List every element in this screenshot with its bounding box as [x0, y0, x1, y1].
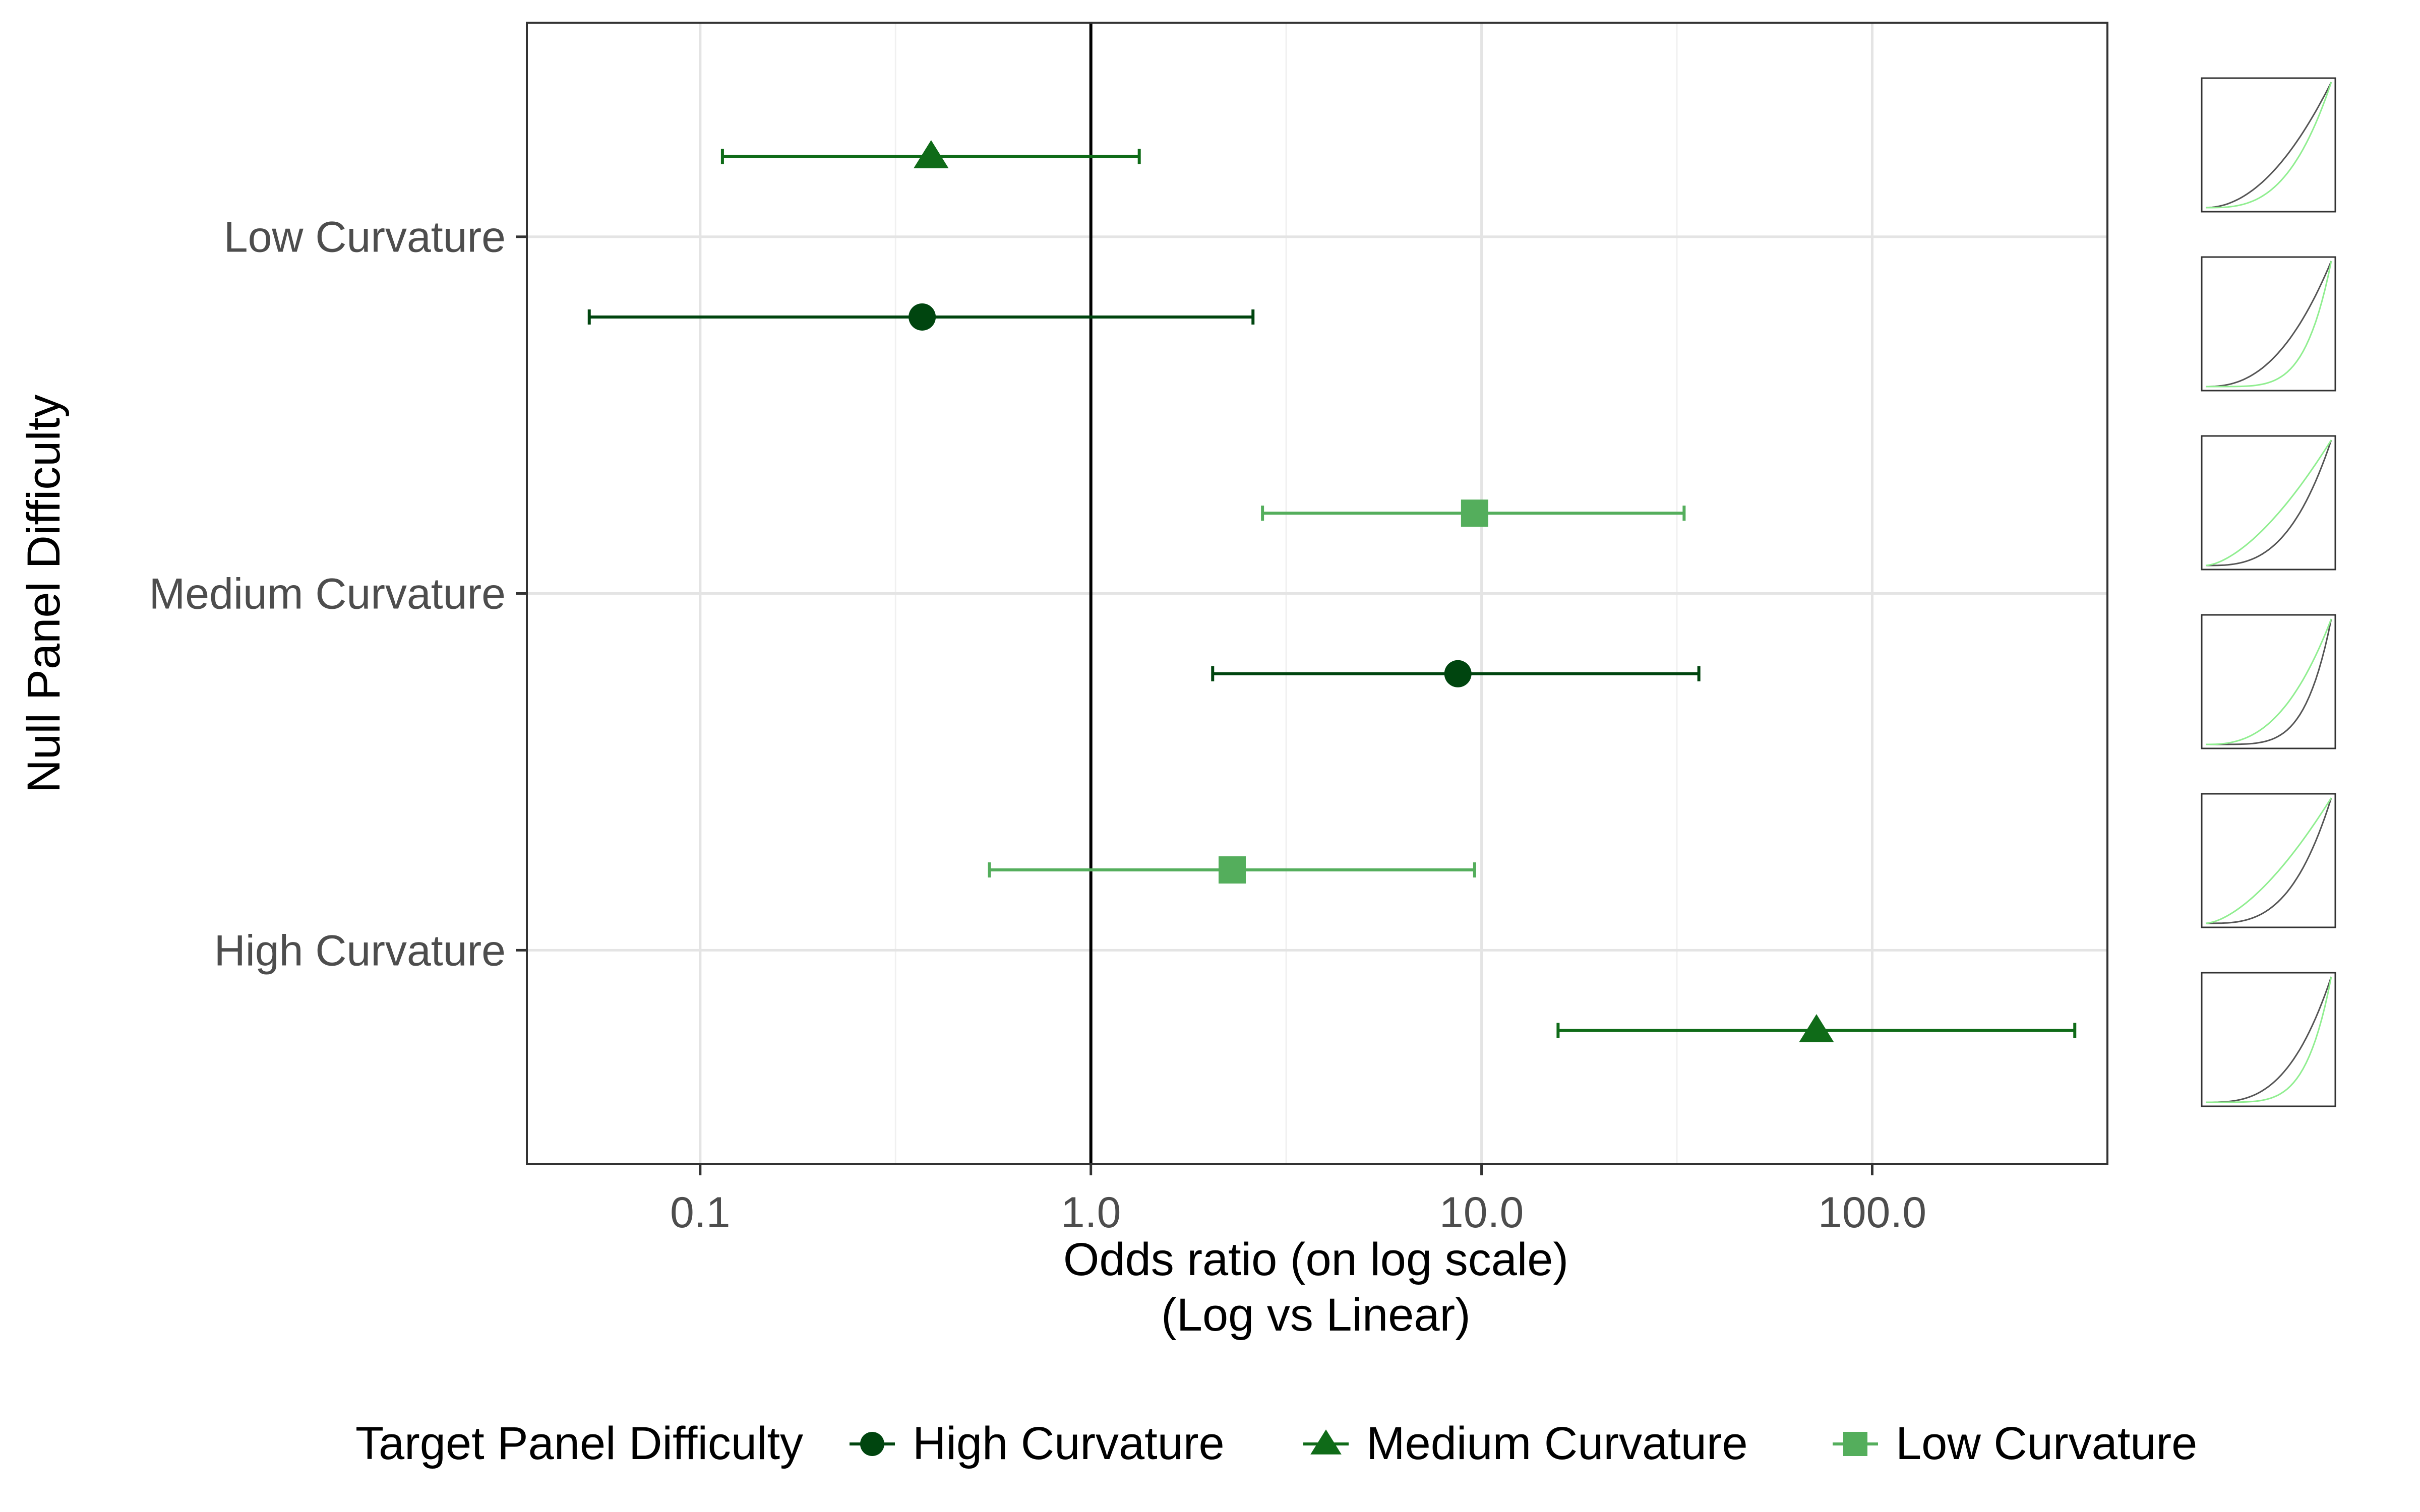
- thumbnail-curve: [2206, 261, 2332, 388]
- thumbnail-plot: [2201, 793, 2336, 928]
- thumbnail-curve: [2206, 797, 2332, 924]
- data-point-marker: [1218, 856, 1246, 884]
- legend-title: Target Panel Difficulty: [355, 1418, 803, 1469]
- data-point-group: [720, 140, 1141, 168]
- thumbnail-curve: [2205, 82, 2332, 209]
- x-tick-label: 0.1: [670, 1188, 731, 1237]
- thumbnail-frame: [2201, 256, 2336, 392]
- legend-entry-label: Low Curvature: [1896, 1418, 2197, 1469]
- data-point-marker: [914, 140, 949, 168]
- thumbnail-curve: [2206, 82, 2332, 209]
- thumbnail-curve: [2206, 261, 2332, 388]
- thumbnail-column: [2201, 77, 2336, 1107]
- legend-key-marker: [860, 1432, 884, 1456]
- data-point-marker: [1461, 499, 1488, 527]
- y-axis-title: Null Panel Difficulty: [18, 395, 70, 793]
- thumbnail-frame: [2201, 435, 2336, 571]
- thumbnail-frame: [2201, 77, 2336, 213]
- thumbnail-curve: [2205, 439, 2332, 566]
- x-axis-title-line-2: (Log vs Linear): [1161, 1289, 1471, 1341]
- data-point-group: [988, 856, 1476, 884]
- thumbnail-plot: [2201, 614, 2336, 749]
- x-tick-label: 10.0: [1439, 1188, 1524, 1237]
- data-point-group: [587, 303, 1255, 331]
- data-point-group: [1556, 1014, 2077, 1042]
- thumbnail-frame: [2201, 793, 2336, 928]
- x-tick-label: 1.0: [1061, 1188, 1121, 1237]
- x-axis-title-line-1: Odds ratio (on log scale): [1063, 1234, 1568, 1285]
- data-marks: [587, 140, 2077, 1042]
- thumbnail-curve: [2206, 976, 2332, 1103]
- axes: 0.1 1.0 10.0 100.0 Low Curvature Medium Curva…: [149, 213, 1926, 1237]
- legend-entry-label: High Curvature: [913, 1418, 1225, 1469]
- thumbnail-plot: [2201, 435, 2336, 571]
- thumbnail-plot: [2201, 77, 2336, 213]
- thumbnail-curve: [2206, 618, 2332, 745]
- data-point-marker: [1444, 660, 1472, 687]
- thumbnail-curve: [2205, 797, 2332, 924]
- y-tick-label: High Curvature: [214, 926, 506, 975]
- grid: [527, 23, 2107, 1164]
- x-tick-label: 100.0: [1818, 1188, 1926, 1237]
- data-point-group: [1211, 660, 1701, 687]
- y-tick-label: Medium Curvature: [149, 570, 506, 618]
- legend-key-marker: [1843, 1432, 1867, 1456]
- legend-entry-label: Medium Curvature: [1366, 1418, 1748, 1469]
- thumbnail-plot: [2201, 972, 2336, 1107]
- thumbnail-frame: [2201, 972, 2336, 1107]
- thumbnail-plot: [2201, 256, 2336, 392]
- data-point-group: [1261, 499, 1686, 527]
- data-point-marker: [1799, 1014, 1834, 1042]
- thumbnail-curve: [2206, 439, 2332, 566]
- legend: Target Panel Difficulty High Curvature Me…: [355, 1418, 2197, 1469]
- thumbnail-curve: [2206, 618, 2332, 745]
- legend-key-marker: [1310, 1429, 1342, 1455]
- y-tick-label: Low Curvature: [224, 213, 506, 262]
- data-point-marker: [909, 303, 936, 331]
- thumbnail-frame: [2201, 614, 2336, 749]
